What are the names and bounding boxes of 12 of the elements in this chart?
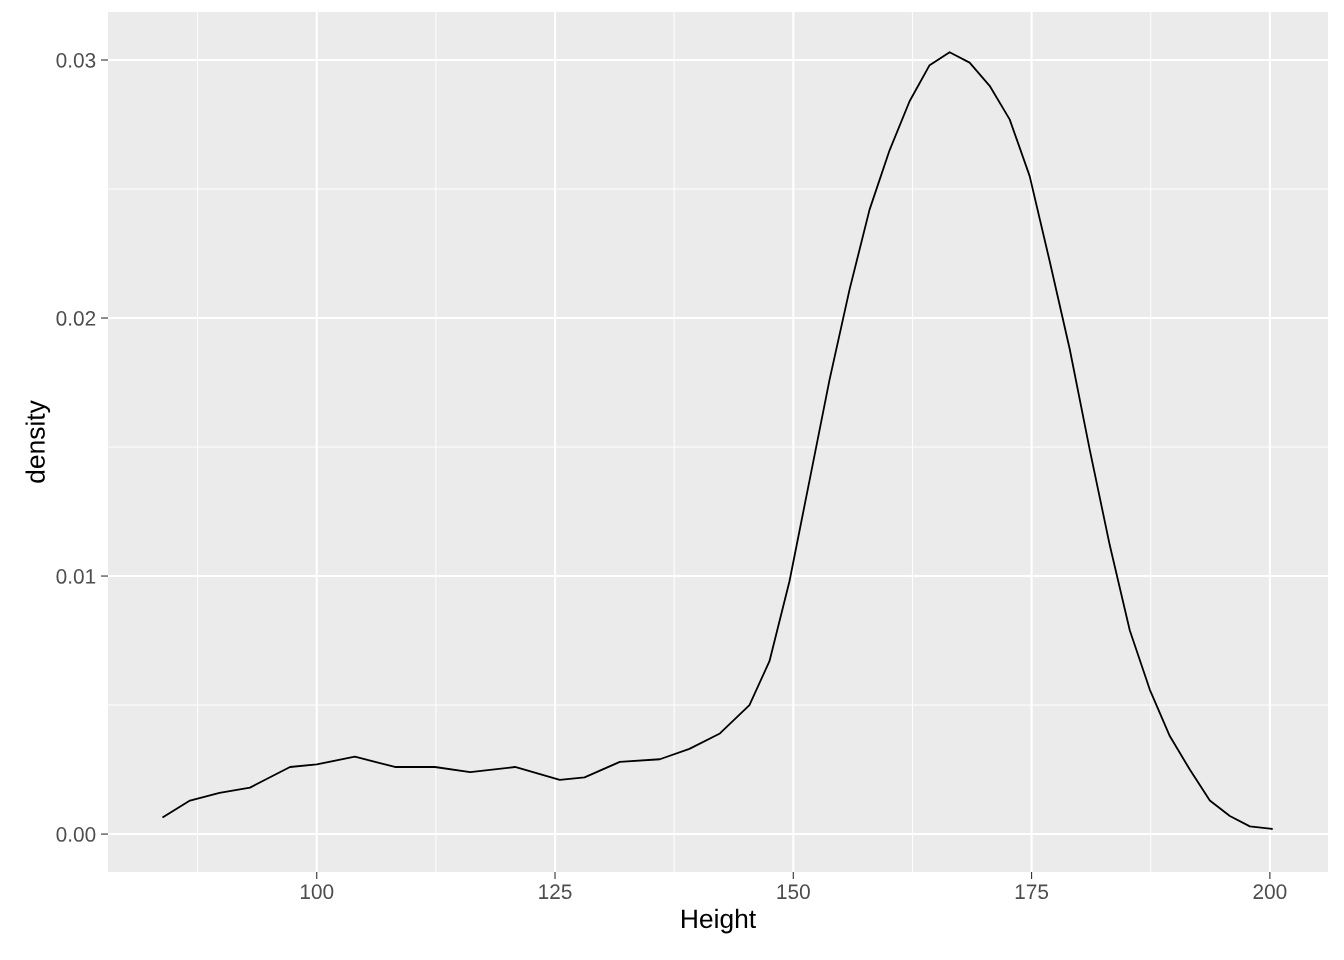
y-axis-title: density: [25, 400, 51, 483]
x-tick-label: 200: [1253, 884, 1287, 900]
x-tick-label: 100: [300, 884, 334, 900]
y-tick-label: 0.02: [56, 311, 96, 326]
y-tick-label: 0.00: [56, 827, 96, 842]
x-tick-label: 125: [539, 884, 572, 900]
line-series: [162, 51, 1273, 830]
x-tick-label: 175: [1015, 884, 1049, 900]
x-axis-title: Height: [682, 908, 756, 934]
x-tick-label: 150: [777, 884, 810, 900]
y-tick-label: 0.01: [56, 569, 96, 584]
y-tick-label: 0.03: [56, 52, 96, 68]
